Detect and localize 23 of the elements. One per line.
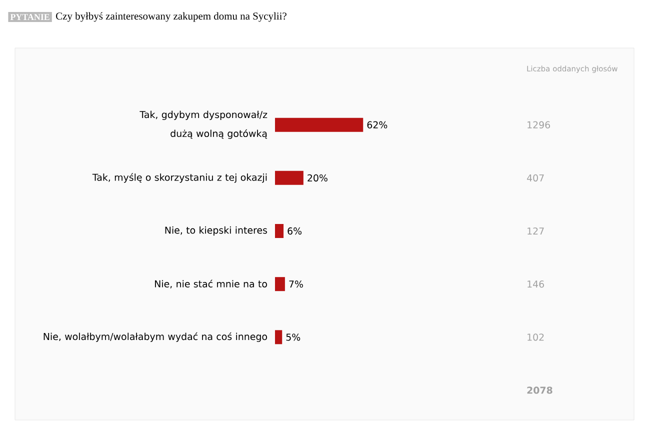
y-tick-label: Tak, myślę o skorzystaniu z tej okazji: [92, 173, 267, 183]
y-tick-label: Nie, to kiepski interes: [165, 226, 268, 236]
text: 146: [528, 280, 544, 288]
text: 102: [528, 334, 544, 341]
data-label: 7%: [289, 280, 303, 288]
text: 2078: [527, 386, 552, 394]
bar: [275, 118, 364, 132]
data-label: 5%: [286, 334, 300, 341]
bar: [275, 170, 304, 185]
text: 1296: [528, 121, 550, 128]
data-label: 6%: [288, 227, 302, 235]
data-label: 20%: [308, 174, 328, 182]
bar: [275, 330, 282, 344]
y-tick-label: Nie, nie stać mnie na to: [155, 280, 267, 288]
bar: [275, 224, 284, 238]
text: PYTANIE: [10, 14, 50, 20]
text: Czy byłbyś zainteresowany zakupem domu na Sycylii?: [56, 12, 286, 22]
y-tick-label: Nie, wolałbym/wolałabym wydać na coś innego: [44, 332, 268, 342]
text: 407: [526, 174, 544, 182]
bar: [275, 277, 285, 292]
text: 127: [528, 227, 544, 235]
data-label: 62%: [367, 121, 388, 128]
y-tick-label: Tak, gdybym dysponował/z dużą wolną gotówką: [140, 110, 268, 139]
